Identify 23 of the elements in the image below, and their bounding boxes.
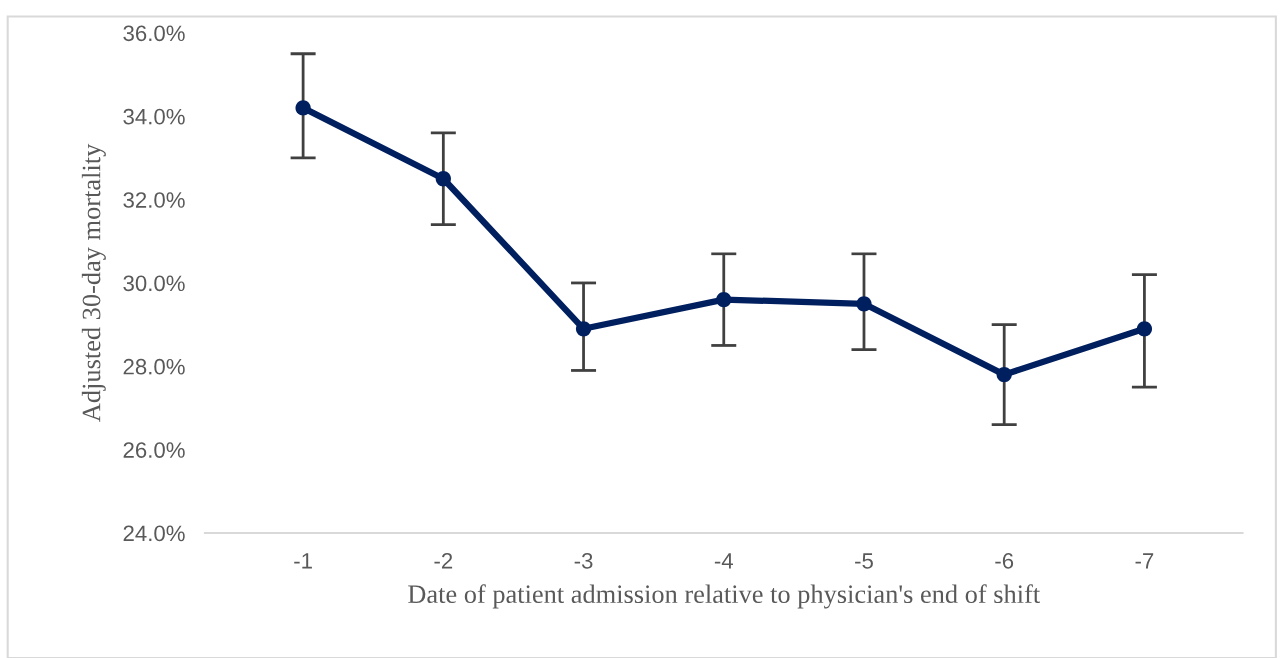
point bbox=[295, 100, 311, 116]
y-tick-label: 32.0% bbox=[123, 192, 185, 208]
x-tick-label: -4 bbox=[714, 553, 733, 569]
x-tick-label: -5 bbox=[855, 553, 873, 569]
y-tick-label: 24.0% bbox=[123, 525, 185, 542]
point bbox=[996, 366, 1012, 383]
x-tick-label: -3 bbox=[574, 553, 593, 569]
y-tick-label: 34.0% bbox=[123, 108, 185, 125]
y-tick-label: 26.0% bbox=[123, 442, 185, 458]
point bbox=[435, 171, 451, 187]
y-tick-label: 30.0% bbox=[123, 275, 185, 292]
y-axis-title: Adjusted 30-day mortality bbox=[81, 143, 106, 422]
y-tick-label: 36.0% bbox=[123, 25, 185, 42]
x-tick-label: -2 bbox=[434, 553, 453, 569]
x-axis-title: Date of patient admission relative to physician's end of shift bbox=[408, 584, 1041, 609]
point bbox=[856, 296, 872, 312]
y-tick-label: 28.0% bbox=[123, 358, 185, 375]
x-tick-label: -6 bbox=[995, 553, 1014, 569]
point bbox=[716, 291, 732, 308]
x-tick-label: -7 bbox=[1135, 553, 1154, 569]
x-tick-label: -1 bbox=[294, 553, 312, 569]
point bbox=[575, 321, 592, 337]
point bbox=[1136, 321, 1153, 337]
